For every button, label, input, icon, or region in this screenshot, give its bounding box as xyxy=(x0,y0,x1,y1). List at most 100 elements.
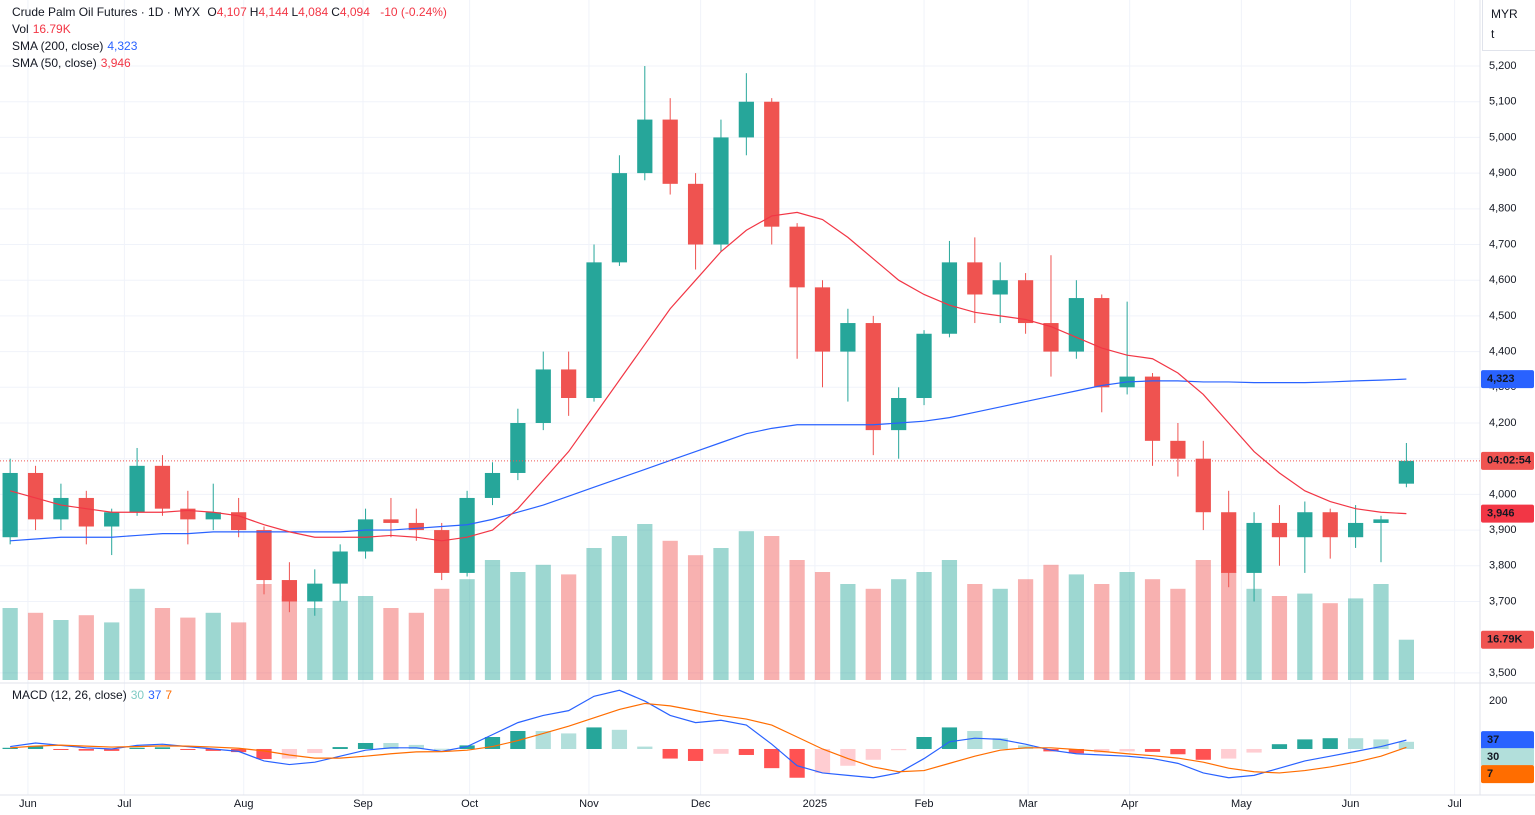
volume-bar xyxy=(510,572,526,680)
x-tick-label: Dec xyxy=(691,798,711,810)
unit: t xyxy=(1491,27,1495,41)
macd-histogram xyxy=(1271,744,1288,749)
volume-bar xyxy=(637,524,653,680)
volume-bar xyxy=(687,555,704,680)
macd-histogram xyxy=(535,731,551,749)
macd-histogram xyxy=(180,748,196,750)
macd-histogram xyxy=(637,746,653,749)
candle-body xyxy=(1017,280,1034,324)
candle-body xyxy=(408,522,424,531)
sma-label: 3,946 xyxy=(1487,508,1515,520)
macd-histogram xyxy=(662,748,678,759)
volume-bar xyxy=(1373,584,1389,680)
volume-bar xyxy=(561,574,577,680)
ohlc-value: 4,144 xyxy=(258,5,289,19)
y-tick-label: 3,500 xyxy=(1489,667,1517,679)
volume-bar xyxy=(78,615,94,680)
volume-bar xyxy=(1322,603,1338,680)
candle-body xyxy=(1195,458,1211,513)
candle-body xyxy=(713,137,729,245)
volume-bar xyxy=(281,596,298,680)
macd-histogram xyxy=(764,748,780,769)
macd-histogram xyxy=(687,748,704,761)
candle-body xyxy=(332,551,348,584)
macd-histogram xyxy=(1195,748,1211,760)
y-tick-label: 4,000 xyxy=(1489,488,1517,500)
volume-label-bg xyxy=(1481,630,1534,649)
candle-body xyxy=(1221,512,1237,573)
macd-histogram xyxy=(104,748,120,751)
volume-bar xyxy=(713,548,729,680)
candle-body xyxy=(561,369,577,399)
candle-body xyxy=(357,519,374,552)
candle-body xyxy=(205,512,221,520)
volume-bar xyxy=(1043,564,1059,680)
volume-bar xyxy=(104,622,120,680)
symbol-title: Crude Palm Oil Futures · 1D · MYX xyxy=(12,5,201,19)
y-tick-label: 4,800 xyxy=(1489,203,1517,215)
signal-value: 7 xyxy=(165,688,173,702)
x-tick-label: Sep xyxy=(353,798,373,810)
macd-tick-label: 200 xyxy=(1489,695,1507,707)
candle-body xyxy=(129,465,145,513)
candle-body xyxy=(586,262,602,399)
volume-bar xyxy=(434,588,450,680)
volume-bar xyxy=(1246,588,1262,680)
x-tick-label: Mar xyxy=(1019,798,1038,810)
volume-bar xyxy=(1170,588,1186,680)
x-tick-label: Feb xyxy=(915,798,934,810)
sma-value: 4,323 xyxy=(107,39,138,53)
ohlc-name: C xyxy=(331,5,340,19)
volume-bar xyxy=(408,612,424,680)
ohlc-value: 4,084 xyxy=(298,5,329,19)
candle-body xyxy=(891,398,907,431)
volume-bar xyxy=(814,572,831,680)
macd-histogram xyxy=(205,748,221,751)
macd-histogram xyxy=(561,733,577,749)
signal-line xyxy=(10,702,1407,774)
currency-box[interactable]: MYR t xyxy=(1482,0,1535,51)
candle-body xyxy=(154,465,171,509)
sma-label-bg xyxy=(1481,504,1534,523)
hist-value: 30 xyxy=(130,688,145,702)
macd-histogram xyxy=(256,748,272,760)
candle-body xyxy=(967,262,983,295)
candle-body xyxy=(687,183,704,245)
macd-label-bg xyxy=(1481,731,1534,750)
volume-bar xyxy=(1017,579,1034,680)
macd-histogram xyxy=(992,738,1008,749)
y-tick-label: 4,200 xyxy=(1489,417,1517,429)
candle-body xyxy=(1347,522,1364,538)
macd-histogram xyxy=(332,747,348,749)
macd-histogram xyxy=(586,727,602,749)
macd-histogram xyxy=(1373,739,1389,749)
volume-bar xyxy=(53,620,69,680)
volume-bar xyxy=(1068,574,1084,680)
candle-body xyxy=(637,119,653,174)
candle-body xyxy=(256,530,272,581)
currency: MYR xyxy=(1491,7,1518,21)
ohlc-value: 4,094 xyxy=(339,5,370,19)
sma-name: SMA (200, close) xyxy=(12,39,104,53)
volume-bar xyxy=(205,612,221,680)
macd-histogram xyxy=(1347,738,1364,749)
y-tick-label: 3,700 xyxy=(1489,595,1517,607)
y-tick-label: 5,100 xyxy=(1489,96,1517,108)
candle-body xyxy=(104,512,120,527)
candle-body xyxy=(738,101,754,138)
macd-label-bg xyxy=(1481,748,1534,767)
x-tick-label: May xyxy=(1231,798,1252,810)
volume-bar xyxy=(484,560,501,680)
macd-histogram xyxy=(1170,748,1186,755)
volume-label: 16.79K xyxy=(1487,634,1523,646)
candle-body xyxy=(1170,440,1186,459)
macd-line xyxy=(10,689,1407,779)
volume-bar xyxy=(27,612,44,680)
sma-line xyxy=(9,211,1407,542)
macd-name: MACD (12, 26, close) xyxy=(12,688,127,702)
macd-histogram xyxy=(383,742,399,749)
price-label-bg xyxy=(1481,451,1534,470)
macd-histogram xyxy=(916,737,932,749)
volume-bar xyxy=(535,564,551,680)
